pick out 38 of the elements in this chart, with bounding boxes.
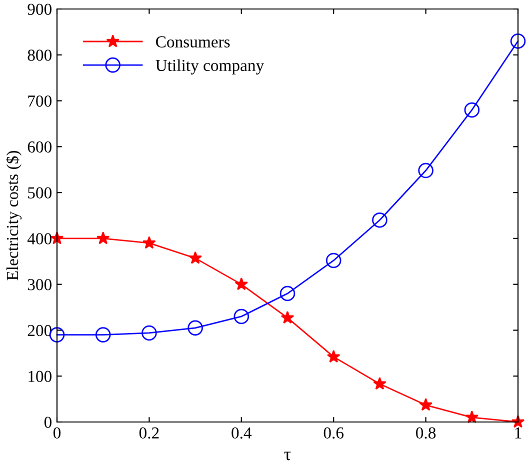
- x-tick-label: 0.4: [232, 427, 252, 439]
- y-tick-label: 700: [28, 95, 52, 107]
- point: [326, 252, 342, 268]
- y-tick-label: 0: [44, 416, 52, 428]
- point: [372, 212, 388, 228]
- point: [188, 251, 202, 264]
- point: [465, 410, 479, 424]
- y-tick-label: 500: [28, 187, 52, 198]
- legend-label: Consumers: [156, 36, 230, 48]
- point: [234, 277, 248, 290]
- point: [326, 350, 340, 363]
- y-tick-label: 800: [28, 50, 52, 61]
- x-tick-label: 0.2: [139, 427, 159, 439]
- y-axis-title: Electricity costs ($): [6, 150, 22, 280]
- x-tick-label: 0: [53, 427, 61, 439]
- x-tick-label: 0.8: [416, 427, 436, 439]
- y-tick-label: 600: [28, 141, 52, 153]
- point: [510, 33, 526, 49]
- y-tick-label: 100: [28, 370, 52, 382]
- y-tick-label: 400: [27, 233, 52, 244]
- point: [280, 286, 296, 302]
- point: [188, 320, 203, 336]
- x-tick-label: 0.6: [324, 427, 344, 439]
- x-axis-title: τ: [284, 452, 291, 460]
- point: [373, 376, 386, 390]
- point: [95, 327, 111, 342]
- point: [419, 398, 432, 411]
- legend-label: Utility company: [156, 59, 264, 74]
- point: [418, 162, 434, 178]
- point: [142, 325, 157, 341]
- point: [280, 310, 294, 324]
- y-tick-label: 300: [28, 279, 52, 290]
- point: [96, 232, 110, 244]
- y-tick-label: 900: [28, 4, 52, 15]
- point: [464, 102, 480, 118]
- x-tick-label: 1: [515, 427, 522, 438]
- point: [234, 308, 250, 324]
- point: [142, 236, 156, 249]
